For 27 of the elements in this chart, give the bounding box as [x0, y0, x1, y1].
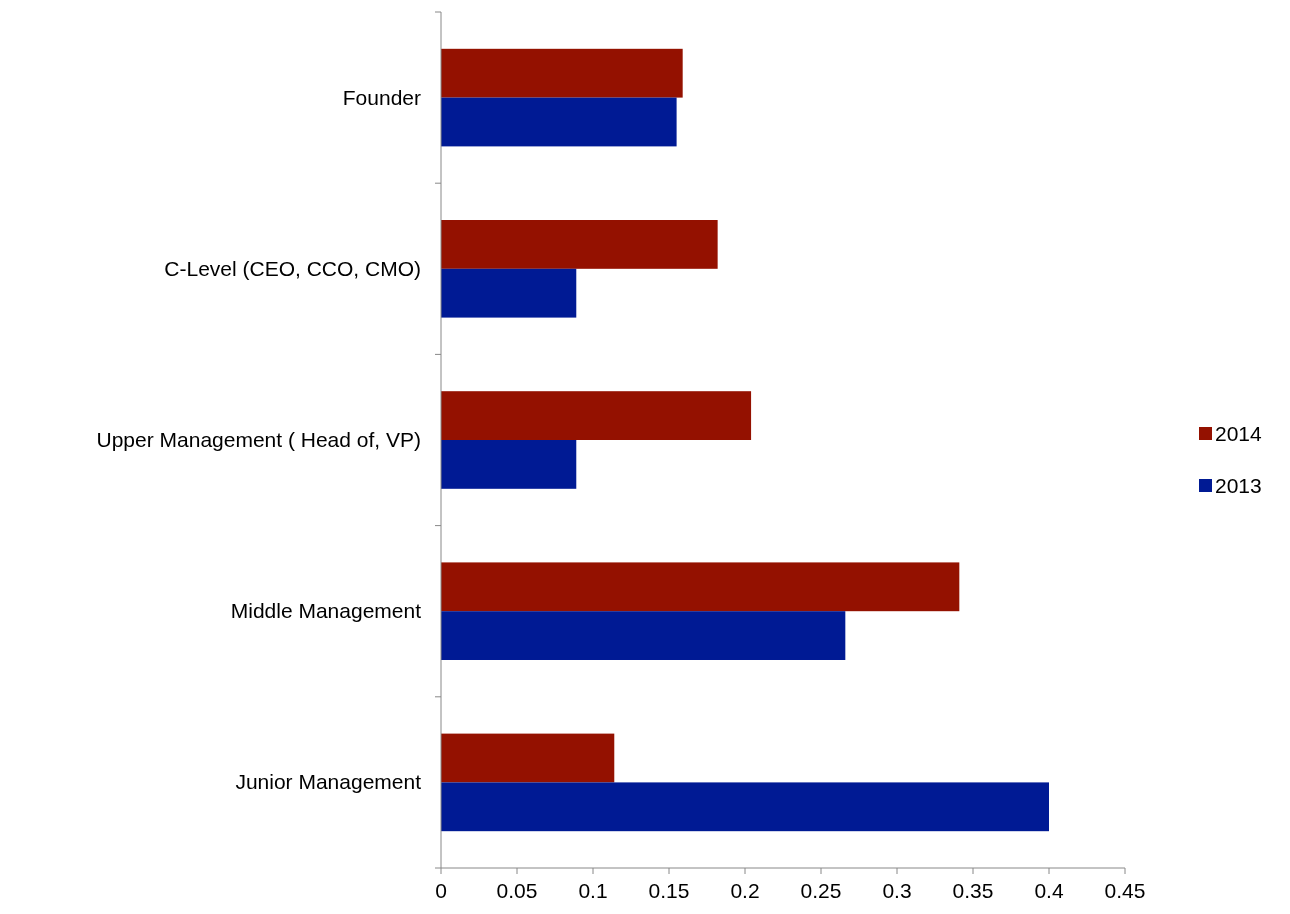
- x-tick-label: 0.2: [730, 879, 760, 902]
- x-tick-label: 0.3: [882, 879, 912, 902]
- y-tick-label: Middle Management: [230, 599, 422, 623]
- y-tick-label: C-Level (CEO, CCO, CMO): [164, 256, 421, 280]
- bar: [441, 562, 960, 612]
- x-tick-label: 0.1: [578, 879, 608, 902]
- y-tick-label: Founder: [342, 85, 421, 109]
- bar: [441, 97, 677, 147]
- bar: [441, 611, 846, 660]
- x-tick-label: 0.45: [1104, 879, 1146, 902]
- x-tick-label: 0.35: [952, 879, 994, 902]
- bar: [441, 733, 615, 783]
- bar: [441, 391, 752, 440]
- bar: [441, 48, 683, 98]
- legend-label: 2014: [1215, 422, 1263, 445]
- bar: [441, 220, 718, 269]
- y-tick-label: Junior Management: [235, 770, 422, 794]
- x-tick-label: 0.25: [800, 879, 842, 902]
- legend-label: 2013: [1215, 474, 1262, 497]
- bar: [441, 268, 577, 318]
- y-tick-label: Upper Management ( Head of, VP): [96, 428, 421, 451]
- x-tick-label: 0.15: [648, 879, 690, 902]
- x-tick-label: 0.05: [496, 879, 538, 902]
- bar: [441, 782, 1049, 832]
- x-tick-label: 0: [435, 879, 447, 902]
- x-tick-label: 0.4: [1034, 879, 1064, 902]
- bar: [441, 440, 577, 489]
